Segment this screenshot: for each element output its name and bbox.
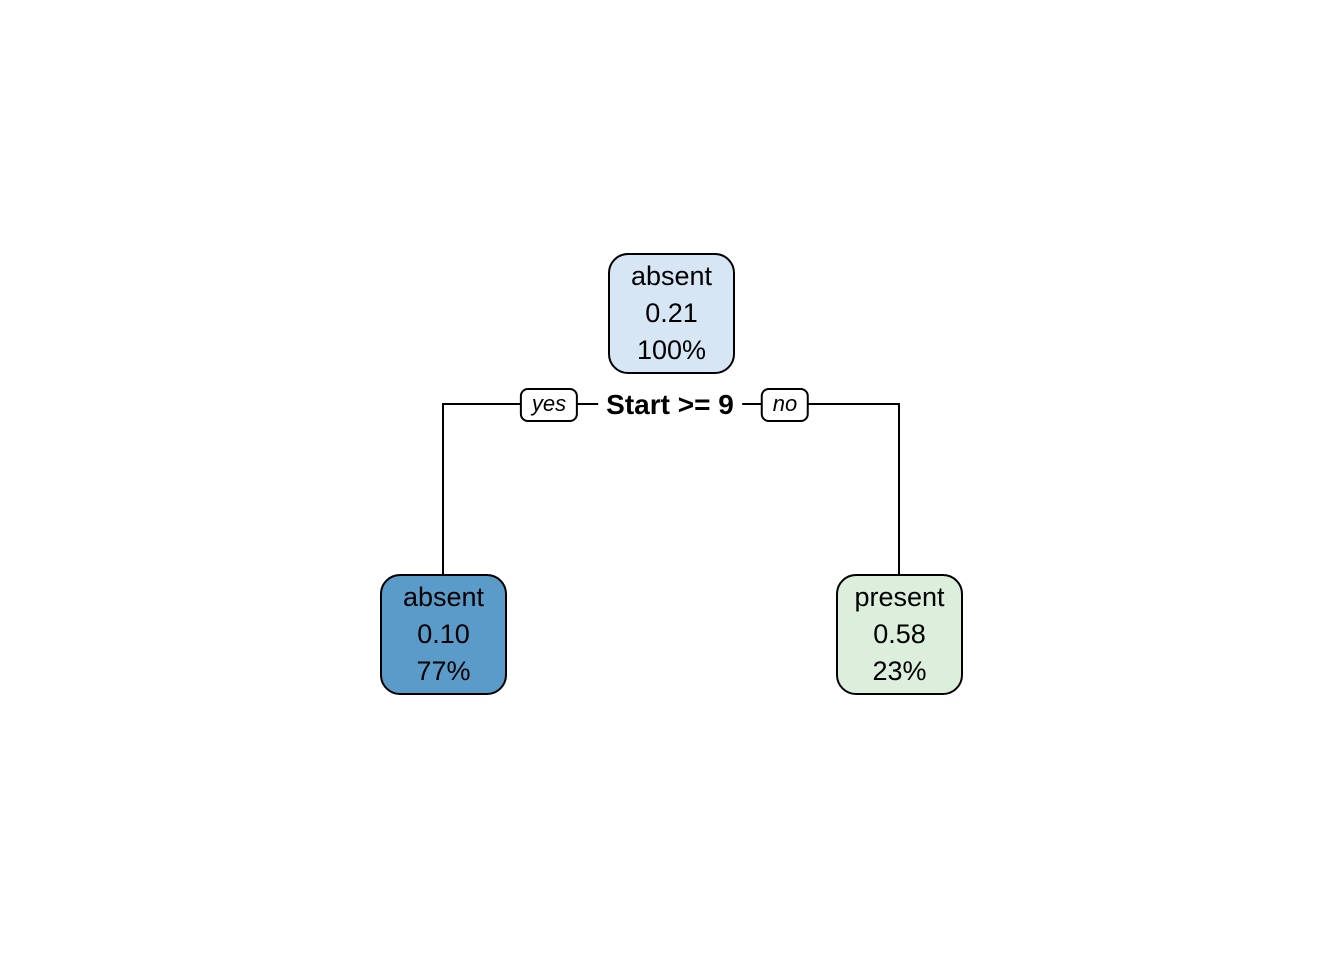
root-node-coverage: 100% (636, 335, 707, 365)
right-leaf-class-label: present (854, 582, 945, 612)
left-leaf-probability: 0.10 (417, 619, 470, 649)
left-leaf-node: absent 0.10 77% (380, 574, 507, 695)
left-leaf-class-label: absent (402, 582, 485, 612)
branch-line-left-vertical (442, 403, 444, 574)
root-node: absent 0.21 100% (608, 253, 735, 374)
right-leaf-node: present 0.58 23% (836, 574, 963, 695)
root-node-probability: 0.21 (645, 298, 698, 328)
right-leaf-coverage: 23% (872, 656, 927, 686)
branch-line-right-vertical (898, 403, 900, 574)
left-leaf-coverage: 77% (416, 656, 471, 686)
branch-label-yes: yes (519, 388, 579, 422)
branch-label-no: no (760, 388, 810, 422)
root-node-class-label: absent (630, 261, 713, 291)
split-condition-label: Start >= 9 (598, 389, 742, 421)
right-leaf-probability: 0.58 (873, 619, 926, 649)
